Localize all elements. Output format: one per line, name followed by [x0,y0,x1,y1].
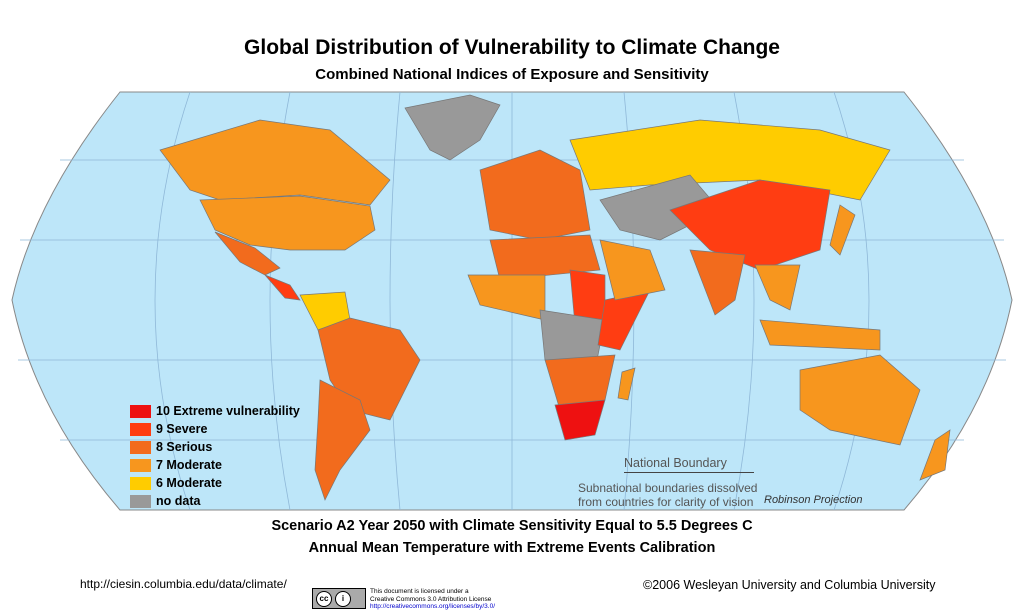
region-united-states [199,195,376,251]
attribution-icon: i [335,590,351,607]
legend-swatch [130,440,151,454]
license-link[interactable]: http://creativecommons.org/licenses/by/3… [370,603,496,610]
license-text: This document is licensed under a Creati… [370,588,495,611]
legend-swatch [130,422,151,436]
legend: 10 Extreme vulnerability 9 Severe 8 Seri… [130,402,300,510]
region-south-africa [554,399,606,441]
legend-label: no data [156,494,201,508]
map-title: Global Distribution of Vulnerability to … [244,36,780,59]
region-europe [479,149,591,241]
legend-item: no data [130,492,300,510]
legend-swatch [130,404,151,418]
region-canada [159,119,391,206]
boundary-note: National Boundary Subnational boundaries… [578,456,758,509]
legend-swatch [130,458,151,472]
region-mexico [214,231,281,276]
region-north-africa [489,234,601,281]
region-japan [829,204,856,256]
projection-label: Robinson Projection [764,494,863,506]
legend-swatch [130,494,151,508]
region-southeast-asia [754,264,801,311]
legend-label: 6 Moderate [156,476,222,490]
region-india [689,249,746,316]
region-indonesia [759,319,881,351]
legend-item: 7 Moderate [130,456,300,474]
legend-label: 7 Moderate [156,458,222,472]
cc-icon: cc [316,590,332,607]
boundary-title: National Boundary [624,456,754,473]
legend-label: 10 Extreme vulnerability [156,404,300,418]
region-central-america [264,274,301,301]
boundary-text: from countries for clarity of vision [578,495,754,509]
scenario-line-1: Scenario A2 Year 2050 with Climate Sensi… [271,518,753,534]
region-russia [569,119,891,201]
boundary-text: Subnational boundaries dissolved [578,481,758,495]
license-line: Creative Commons 3.0 Attribution License [370,595,492,603]
source-url[interactable]: http://ciesin.columbia.edu/data/climate/ [80,577,287,591]
region-new-zealand [919,429,951,481]
legend-item: 8 Serious [130,438,300,456]
legend-label: 8 Serious [156,440,213,454]
region-china [669,179,831,271]
legend-label: 9 Severe [156,422,208,436]
legend-item: 6 Moderate [130,474,300,492]
license-line: This document is licensed under a [370,588,469,595]
map-subtitle: Combined National Indices of Exposure an… [315,66,709,83]
legend-swatch [130,476,151,490]
scenario-line-2: Annual Mean Temperature with Extreme Eve… [308,540,716,556]
legend-item: 10 Extreme vulnerability [130,402,300,420]
cc-license-badge[interactable]: cc i [312,588,366,609]
region-arabia [599,239,666,301]
region-southern-south-america [314,379,371,501]
region-madagascar [617,367,636,401]
region-australia [799,354,921,446]
copyright: ©2006 Wesleyan University and Columbia U… [643,578,936,592]
legend-item: 9 Severe [130,420,300,438]
region-greenland [404,94,501,161]
